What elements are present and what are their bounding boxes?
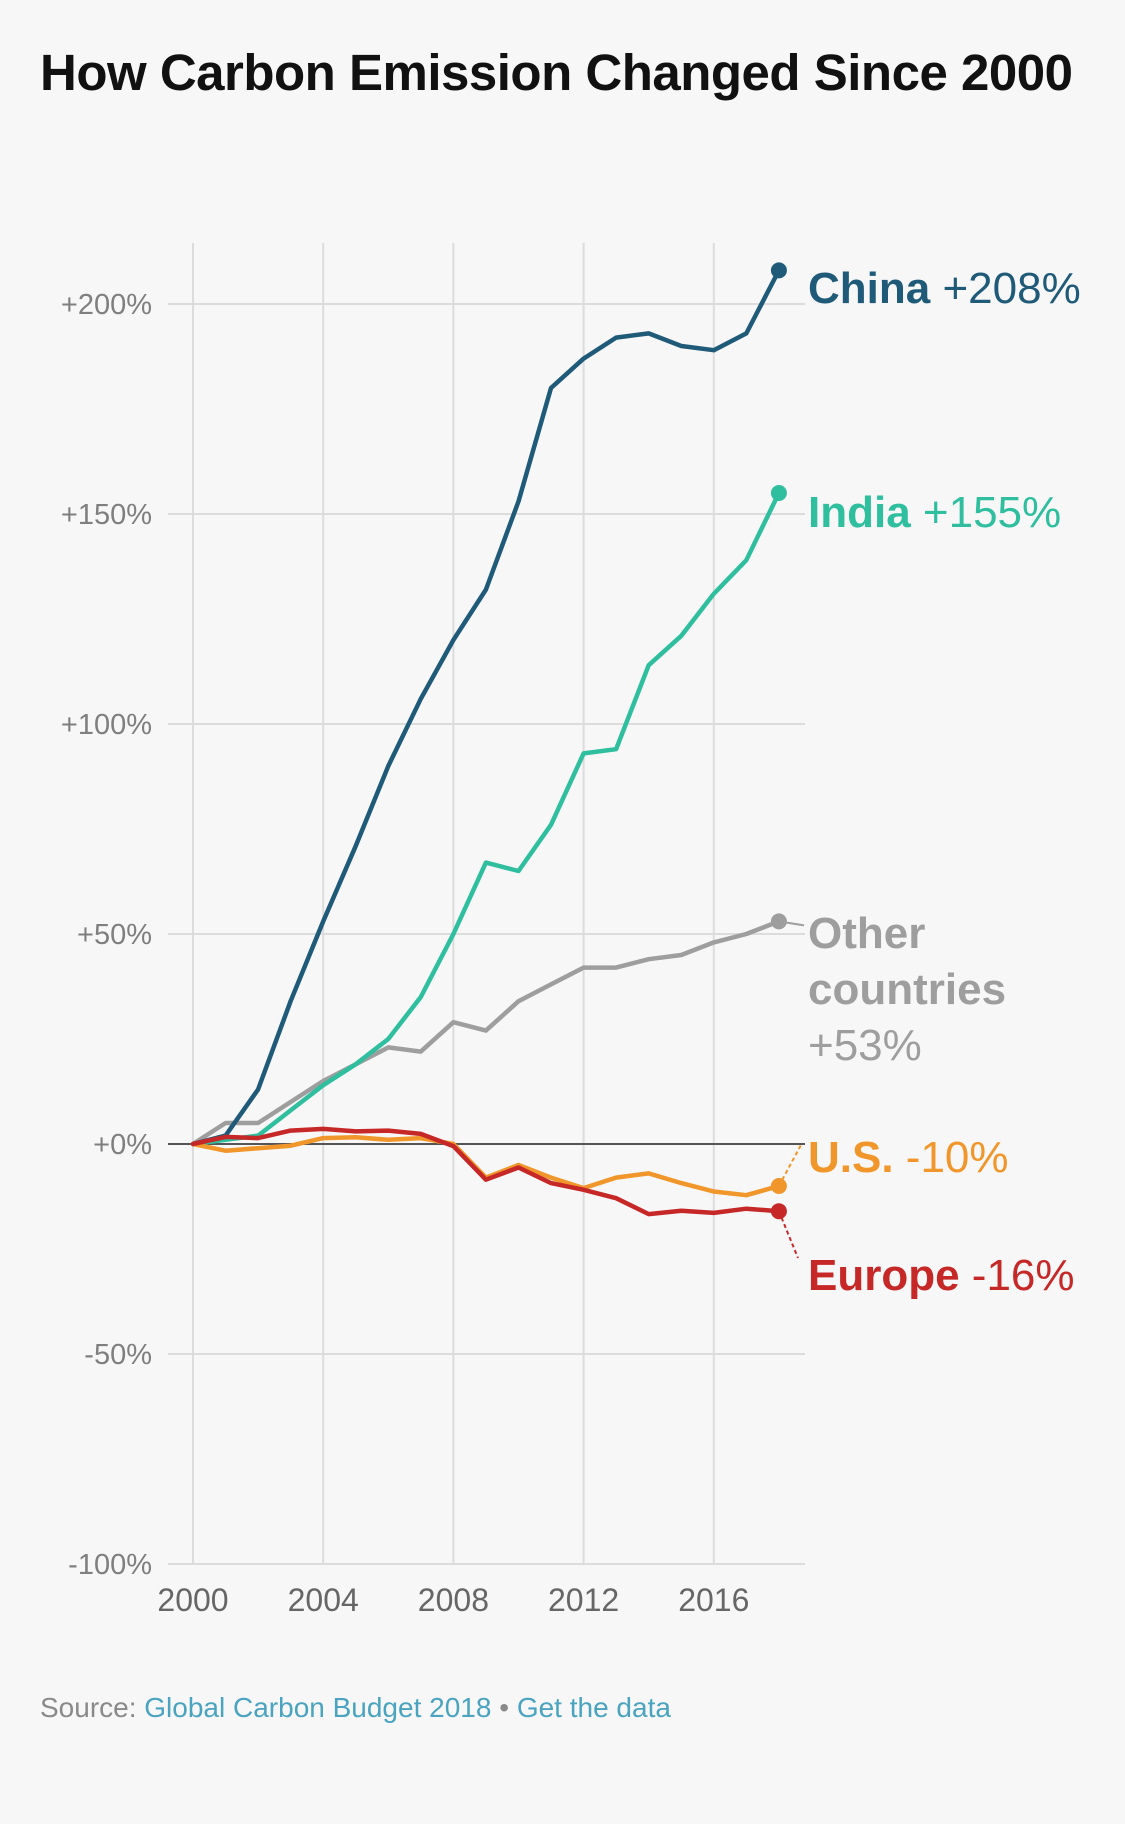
label-text: countries bbox=[808, 965, 1006, 1014]
label-connector bbox=[778, 1142, 803, 1187]
series-labels: China +208% India +155% Other countries +53%… bbox=[777, 264, 1081, 1300]
separator: • bbox=[499, 1692, 510, 1723]
end-point-marker bbox=[770, 262, 787, 279]
label-name: China bbox=[808, 264, 931, 313]
y-tick-label: +50% bbox=[77, 919, 152, 951]
label-value: +208% bbox=[930, 264, 1080, 313]
get-data-link[interactable]: Get the data bbox=[516, 1692, 671, 1723]
series-line-europe bbox=[190, 1126, 782, 1217]
label-name: India bbox=[808, 488, 911, 537]
end-point-marker bbox=[770, 485, 787, 501]
chart-title: How Carbon Emission Changed Since 2000 bbox=[40, 44, 1073, 101]
series-label: Europe -16% bbox=[777, 1210, 1075, 1300]
source-link[interactable]: Global Carbon Budget 2018 bbox=[144, 1692, 492, 1723]
series-line-india bbox=[190, 490, 782, 1147]
series-label: India +155% bbox=[808, 488, 1061, 537]
y-tick-label: +150% bbox=[61, 499, 152, 531]
label-text: China +208% bbox=[808, 264, 1081, 313]
label-text: +53% bbox=[808, 1021, 922, 1070]
label-text: U.S. -10% bbox=[808, 1133, 1009, 1182]
label-name: countries bbox=[808, 965, 1006, 1014]
x-axis-ticks: 2000 2004 2008 2012 2016 bbox=[157, 1582, 749, 1618]
y-tick-label: +100% bbox=[61, 709, 152, 741]
footer: Source: Global Carbon Budget 2018 • Get … bbox=[40, 1692, 671, 1724]
series-label: China +208% bbox=[808, 264, 1081, 313]
y-axis-ticks: +200% +150% +100% +50% +0% -50% -100% bbox=[61, 289, 152, 1581]
label-value: -16% bbox=[960, 1251, 1075, 1300]
label-name: U.S. bbox=[808, 1133, 894, 1182]
y-tick-label: -50% bbox=[84, 1339, 152, 1371]
x-tick-label: 2008 bbox=[418, 1582, 489, 1618]
series-line-other-countries bbox=[190, 919, 782, 1147]
x-tick-label: 2004 bbox=[288, 1582, 359, 1618]
series-line-china bbox=[190, 268, 782, 1147]
label-text: Other bbox=[808, 909, 925, 958]
gridlines bbox=[168, 243, 805, 1565]
label-text: India +155% bbox=[808, 488, 1061, 537]
label-value: +53% bbox=[808, 1021, 922, 1070]
y-tick-label: -100% bbox=[68, 1549, 152, 1581]
label-connector bbox=[777, 1210, 799, 1259]
series-label: U.S. -10% bbox=[778, 1133, 1009, 1187]
label-value: -10% bbox=[894, 1133, 1009, 1182]
x-tick-label: 2000 bbox=[157, 1582, 228, 1618]
y-tick-label: +0% bbox=[93, 1129, 152, 1161]
label-text: Europe -16% bbox=[808, 1251, 1075, 1300]
y-tick-label: +200% bbox=[61, 289, 152, 321]
series-line-u-s- bbox=[190, 1135, 782, 1198]
series-label: Other countries +53% bbox=[778, 909, 1006, 1070]
label-name: Other bbox=[808, 909, 925, 958]
label-connector bbox=[778, 920, 805, 927]
label-name: Europe bbox=[808, 1251, 960, 1300]
label-value: +155% bbox=[911, 488, 1061, 537]
x-tick-label: 2012 bbox=[548, 1582, 619, 1618]
source-label: Source: bbox=[40, 1692, 137, 1723]
series-lines bbox=[190, 262, 787, 1220]
x-tick-label: 2016 bbox=[678, 1582, 749, 1618]
